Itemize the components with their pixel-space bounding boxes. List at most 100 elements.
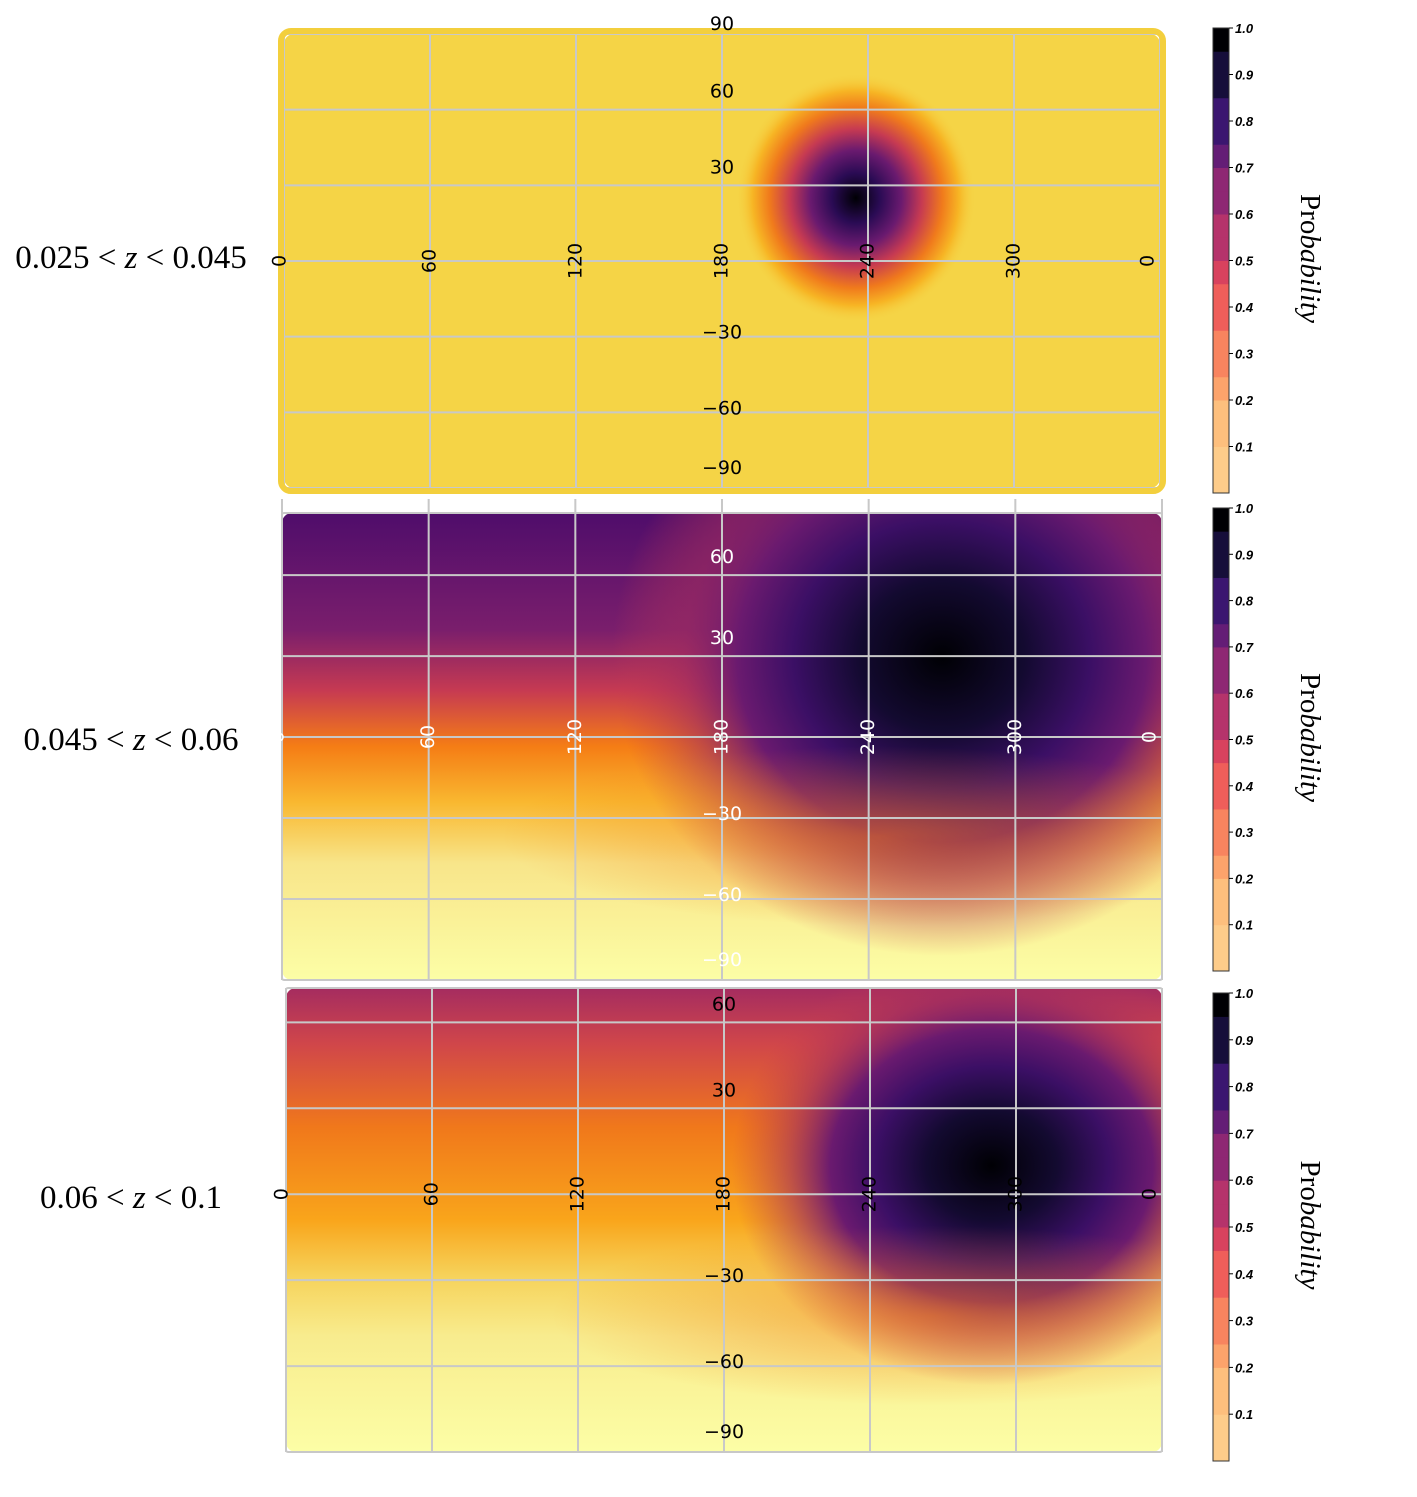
colorbar-tick-label: 0.5 — [1235, 254, 1254, 269]
latitude-tick-label: −90 — [704, 1421, 744, 1443]
colorbar-segment — [1213, 423, 1229, 447]
colorbar-3: 1.0 0.9 0.8 0.7 0.6 0.5 0.4 0.3 0.2 0.1 Probabilit… — [1212, 986, 1326, 1462]
colorbar-tick-label: 0.5 — [1235, 733, 1254, 748]
latitude-tick-label: −60 — [702, 397, 742, 419]
colorbar-tick-label: 0.3 — [1235, 347, 1254, 362]
colorbar-tick-label: 0.7 — [1235, 1126, 1254, 1141]
colorbar-tick-label: 0.2 — [1235, 1360, 1254, 1375]
colorbar-segment — [1213, 508, 1229, 532]
colorbar-tick-label: 0.5 — [1235, 1220, 1254, 1235]
colorbar-segment — [1213, 878, 1229, 903]
latitude-tick-label: −30 — [704, 1265, 744, 1287]
longitude-tick-label: 0 — [1139, 731, 1161, 743]
colorbar-tick-label: 1.0 — [1235, 986, 1254, 1001]
heatmap-field — [282, 513, 1162, 980]
colorbar-tick-label: 0.1 — [1235, 1407, 1253, 1422]
colorbar-segment — [1213, 97, 1229, 122]
colorbar-tick-label: 0.4 — [1235, 1267, 1254, 1282]
colorbar-tick-label: 1.0 — [1235, 21, 1254, 36]
latitude-tick-label: −30 — [702, 803, 742, 825]
colorbar-tick-label: 0.2 — [1235, 393, 1254, 408]
redshift-range-label: 0.045 < z < 0.06 — [23, 722, 239, 758]
sky-map-2: 0 60 120 180 240 300 0 60 30 −30 −60 −90 — [267, 499, 1163, 981]
heatmap-background — [282, 513, 1162, 980]
latitude-tick-label: 90 — [710, 13, 734, 35]
colorbar-segment — [1213, 901, 1229, 926]
colorbar-tick-label: 0.8 — [1235, 594, 1254, 609]
latitude-tick-label: −90 — [702, 949, 742, 971]
sky-map-3: 0 60 120 180 240 300 0 60 30 −30 −60 −90 — [271, 987, 1163, 1453]
colorbar-tick-label: 0.6 — [1235, 1173, 1254, 1188]
colorbar-segment — [1213, 577, 1229, 602]
longitude-tick-label: 0 — [271, 1188, 293, 1200]
warm-band — [551, 1225, 1162, 1406]
latitude-tick-label: −90 — [702, 457, 742, 479]
colorbar-tick-label: 0.8 — [1235, 1080, 1254, 1095]
latitude-tick-label: 60 — [712, 993, 736, 1015]
colorbar-tick-label: 0.6 — [1235, 686, 1254, 701]
colorbar-segment — [1213, 623, 1229, 648]
plot-border — [278, 28, 1166, 494]
longitude-tick-label: 300 — [1005, 1176, 1027, 1212]
colorbar-tick-label: 0.2 — [1235, 871, 1254, 886]
colorbar-tick-label: 0.7 — [1235, 161, 1254, 176]
colorbar-tick-label: 0.1 — [1235, 918, 1253, 933]
colorbar-segment — [1213, 1297, 1229, 1322]
longitude-tick-label: 300 — [1003, 243, 1025, 279]
longitude-tick-label: 60 — [417, 725, 439, 749]
colorbar-segment — [1213, 1320, 1229, 1345]
panel-1: 0.025 < z < 0.045 0 60 120 180 240 300 0 90 60 30… — [0, 0, 1417, 495]
longitude-tick-label: 240 — [857, 243, 879, 279]
longitude-tick-label: 120 — [565, 243, 587, 279]
sky-map-1: 0 60 120 180 240 300 0 90 60 30 −30 −60 −90 — [269, 13, 1166, 494]
longitude-tick-label: 0 — [1139, 1188, 1161, 1200]
colorbar-segment — [1213, 400, 1229, 424]
redshift-range-label: 0.06 < z < 0.1 — [39, 1180, 223, 1216]
colorbar-segment — [1213, 1086, 1229, 1111]
colorbar-segment — [1213, 469, 1229, 494]
colorbar-segment — [1213, 330, 1229, 354]
latitude-tick-label: −60 — [704, 1351, 744, 1373]
colorbar-segment — [1213, 1180, 1229, 1205]
colorbar-segment — [1213, 947, 1229, 972]
graticule — [281, 499, 1163, 981]
colorbar-segment — [1213, 237, 1229, 261]
colorbar-segment — [1213, 600, 1229, 625]
colorbar-segment — [1213, 739, 1229, 764]
heatmap-field — [286, 988, 1162, 1452]
longitude-tick-label: 60 — [419, 249, 441, 273]
plot-frame — [285, 987, 1163, 1453]
colorbar-segment — [1213, 693, 1229, 717]
colorbar-tick-label: 0.4 — [1235, 300, 1254, 315]
colorbar-segment — [1213, 1039, 1229, 1064]
colorbar-frame — [1212, 992, 1230, 1462]
colorbar-segment — [1213, 51, 1229, 75]
colorbar-frame — [1212, 507, 1230, 972]
latitude-tick-label: 30 — [710, 627, 734, 649]
colorbar-segment — [1213, 1016, 1229, 1041]
latitude-tick-label: 60 — [710, 546, 734, 568]
colorbar-segment — [1213, 283, 1229, 308]
probability-peak — [731, 988, 1162, 1386]
latitude-tick-label: −60 — [702, 884, 742, 906]
redshift-range-label: 0.025 < z < 0.045 — [15, 240, 247, 276]
colorbar-segment — [1213, 1133, 1229, 1158]
colorbar-segment — [1213, 1227, 1229, 1251]
longitude-tick-label: 240 — [859, 1176, 881, 1212]
colorbar-title: Probability — [1294, 673, 1326, 802]
colorbar-title: Probability — [1294, 194, 1326, 323]
colorbar-segment — [1213, 167, 1229, 192]
colorbar-segment — [1213, 1156, 1229, 1181]
colorbar-1: 1.0 0.9 0.8 0.7 0.6 0.5 0.4 0.3 0.2 0.1 Probabilit… — [1212, 21, 1326, 494]
latitude-tick-label: 30 — [712, 1079, 736, 1101]
longitude-tick-label: 0 — [1137, 255, 1159, 267]
heatmap-background — [286, 988, 1162, 1452]
colorbar-tick-label: 1.0 — [1235, 501, 1254, 516]
colorbar-tick-label: 0.1 — [1235, 440, 1253, 455]
colorbar-segment — [1213, 716, 1229, 740]
colorbar-tick-label: 0.6 — [1235, 207, 1254, 222]
colorbar-segment — [1213, 28, 1229, 52]
colorbar-segment — [1213, 74, 1229, 99]
warm-band — [502, 746, 1162, 927]
probability-peak — [612, 513, 1162, 957]
